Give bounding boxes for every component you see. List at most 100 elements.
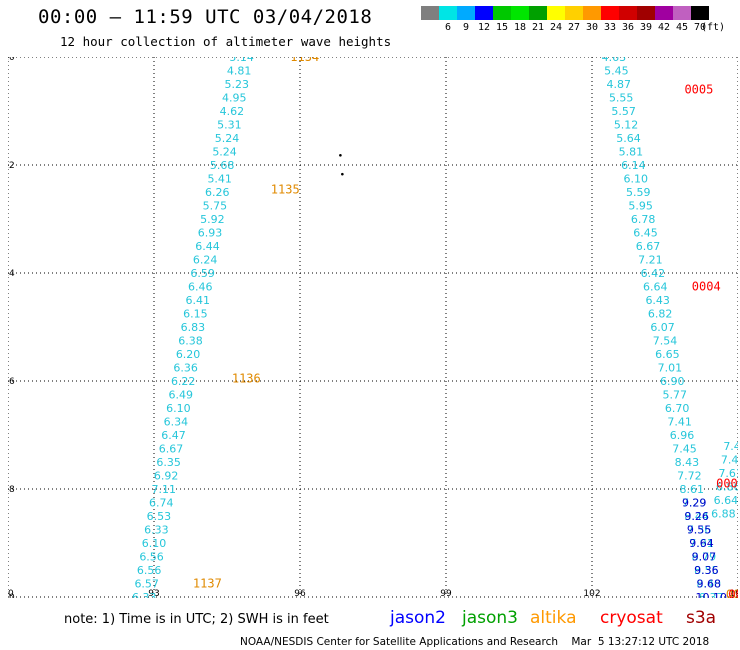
legend-swatch [637,6,655,20]
swh-point-label: 7.45 [723,440,738,453]
swh-point-label: 9.55 [687,524,712,537]
swh-point-label: 6.15 [183,308,208,321]
legend-label: 39 [639,22,653,33]
swh-point-label: 6.20 [176,348,201,361]
swh-point-label: 5.23 [224,78,249,91]
swh-point-label: 6.86 [716,480,738,493]
swh-point-label: 7.72 [677,470,702,483]
swh-point-label: 6.53 [147,510,172,523]
swh-point-label: 6.96 [670,429,695,442]
pass-time-label: 1136 [232,371,261,385]
legend-label: 30 [585,22,599,33]
legend-label: 21 [531,22,545,33]
swh-point-label: 6.42 [641,267,666,280]
lat-tick-label: -14 [8,269,15,279]
swh-point-label: 6.57 [134,578,159,591]
legend-label: 9 [462,22,470,33]
swh-point-label: 7.01 [658,362,683,375]
swh-point-label: 6.56 [137,564,162,577]
legend-unit: (ft) [700,22,726,33]
swh-point-label: 6.10 [624,173,649,186]
swh-point-label: 6.41 [186,294,211,307]
legend-swatch [601,6,619,20]
swh-point-label: 5.64 [616,132,641,145]
swh-point-label: 6.56 [139,551,164,564]
swh-point-label: 5.92 [200,213,225,226]
note-text: note: 1) Time is in UTC; 2) SWH is in fe… [64,612,329,627]
legend-label: 70 [693,22,707,33]
swh-point-label: 6.33 [144,524,169,537]
satellite-altika: altika [530,608,577,628]
legend-swatch [439,6,457,20]
lat-tick-label: -12 [8,161,15,171]
swh-point-label: 8.61 [680,483,705,496]
map-svg: -10 -12 -14 -16 -18 -2090 93 96 99 102 105 5.144.81… [8,57,738,598]
lat-tick-label: -20 [8,593,15,598]
lon-tick-label: 105 [729,589,738,598]
swh-point-label: 6.35 [156,456,181,469]
legend-label: 6 [444,22,452,33]
swh-point-label: 7.29 [682,497,707,510]
swh-point-label: 4.95 [222,92,247,105]
swh-point-label: 6.44 [195,240,220,253]
swh-point-label: 7.54 [653,335,678,348]
swh-point-label: 8.79 [692,551,717,564]
swh-point-label: 6.10 [142,537,167,550]
swh-point-label: 7.41 [667,416,692,429]
swh-point-label: 6.93 [198,227,223,240]
swh-point-label: 6.47 [161,429,186,442]
wave-height-map[interactable]: -10 -12 -14 -16 -18 -2090 93 96 99 102 105 5.144.81… [8,57,738,598]
swh-point-label: 9.36 [694,564,719,577]
pass-time-label: 0005 [684,82,713,96]
legend-swatch [547,6,565,20]
legend-label: 42 [657,22,671,33]
lon-tick-label: 99 [440,589,452,598]
swh-point-label: 5.57 [611,105,636,118]
swh-point-label: 9.26 [684,510,709,523]
swh-point-label: 6.83 [181,321,206,334]
swh-point-label: 9.29 [682,497,707,510]
pass-time-label: 0003 [728,587,738,598]
swh-point-label: 4.63 [602,57,627,64]
legend-swatch [493,6,511,20]
legend-swatch [583,6,601,20]
swh-point-label: 8.37 [699,591,724,598]
page-title: 00:00 – 11:59 UTC 03/04/2018 [38,6,373,28]
legend-label: 45 [675,22,689,33]
swh-point-label: 6.90 [660,375,685,388]
pass-time-label: 0003 [716,477,738,491]
legend-swatch [691,6,709,20]
swh-point-label: 6.33 [132,591,157,598]
swh-point-label: 7.11 [151,483,176,496]
legend-swatch [565,6,583,20]
swh-point-label: 10.10 [695,591,727,598]
lat-tick-label: -16 [8,377,15,387]
swh-point-label: 6.46 [188,281,213,294]
legend-label: 36 [621,22,635,33]
swh-point-label: 5.31 [217,119,242,132]
swh-point-label: 4.87 [607,78,632,91]
lat-tick-label: -18 [8,485,15,495]
swh-point-label: 7.45 [672,443,697,456]
pass-time-label: 1137 [193,577,222,591]
satellite-cryosat: cryosat [600,608,663,628]
legend-swatch [475,6,493,20]
swh-point-label: 6.10 [166,402,191,415]
swh-point-label: 5.81 [619,146,644,159]
satellite-jason2: jason2 [390,608,446,628]
swh-point-label: 6.43 [645,294,670,307]
legend-swatch [457,6,475,20]
swh-point-label: 6.26 [205,186,230,199]
legend-label: 12 [477,22,491,33]
swh-point-label: 6.67 [159,443,184,456]
swh-point-label: 6.64 [643,281,668,294]
swh-point-label: 7.48 [721,453,738,466]
satellite-jason3: jason3 [462,608,518,628]
swh-point-label: 6.74 [149,497,174,510]
legend-label: 18 [513,22,527,33]
lon-tick-label: 90 [8,589,14,598]
swh-point-label: 7.21 [638,254,663,267]
legend-swatch [673,6,691,20]
pass-time-label: 1135 [271,182,300,196]
swh-point-label: 8.55 [694,564,719,577]
